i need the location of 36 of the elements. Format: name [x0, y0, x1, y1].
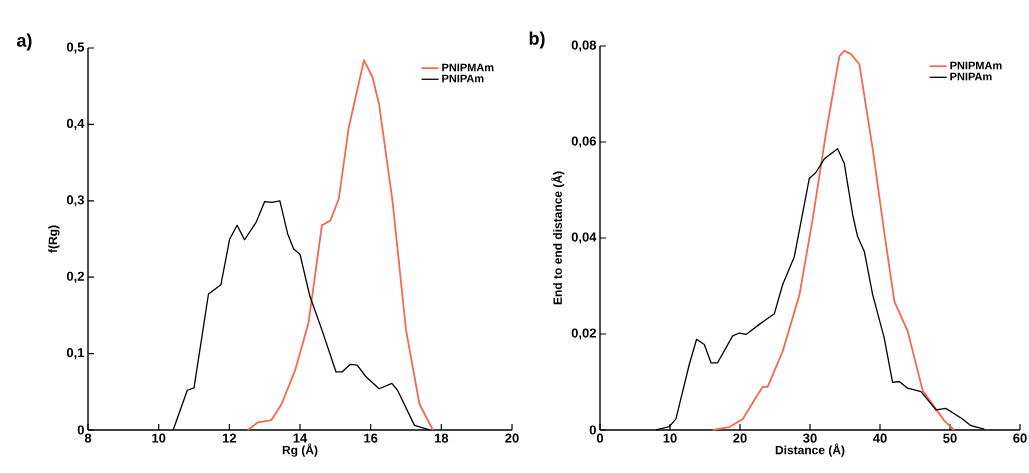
y-axis-title: f(Rg): [48, 225, 60, 253]
y-tick-label: 0,02: [571, 328, 596, 340]
x-tick-label: 10: [152, 433, 166, 443]
y-tick-label: 0,06: [571, 136, 596, 148]
x-axis-title: Rg (Å): [282, 443, 318, 457]
chart-title: b): [529, 31, 545, 49]
chart-title: a): [16, 33, 32, 51]
x-tick-label: 16: [364, 433, 378, 443]
y-tick-label: 0,04: [571, 232, 597, 244]
x-tick-label: 18: [434, 433, 449, 443]
y-tick-label: 0,4: [66, 118, 85, 130]
line-series: [246, 59, 434, 431]
y-tick-label: 0,3: [66, 195, 85, 207]
y-tick-label: 0,5: [66, 42, 85, 54]
legend-label: PNIPMAm: [950, 61, 1002, 70]
y-tick-label: 0,1: [66, 348, 85, 360]
x-tick-label: 40: [872, 433, 887, 443]
x-tick-label: 60: [1013, 433, 1027, 443]
y-axis-title: End to end distance (Å): [551, 171, 565, 305]
x-tick-label: 0: [596, 433, 604, 443]
y-tick-label: 0: [77, 425, 84, 435]
x-tick-label: 20: [505, 433, 519, 443]
y-tick-label: 0,2: [66, 271, 84, 283]
x-tick-label: 50: [943, 433, 957, 443]
x-tick-label: 30: [803, 433, 817, 443]
legend-label: PNIPAm: [950, 72, 992, 81]
x-tick-label: 10: [663, 433, 677, 443]
legend-label: PNIPMAm: [442, 63, 494, 72]
y-tick-label: 0: [589, 425, 596, 435]
x-tick-label: 8: [84, 433, 92, 443]
x-axis-title: Distance (Å): [775, 443, 845, 457]
x-tick-label: 12: [222, 433, 237, 443]
x-tick-label: 14: [293, 433, 308, 443]
x-tick-label: 20: [733, 433, 747, 443]
y-tick-label: 0,08: [571, 40, 597, 52]
legend-label: PNIPAm: [442, 74, 484, 83]
